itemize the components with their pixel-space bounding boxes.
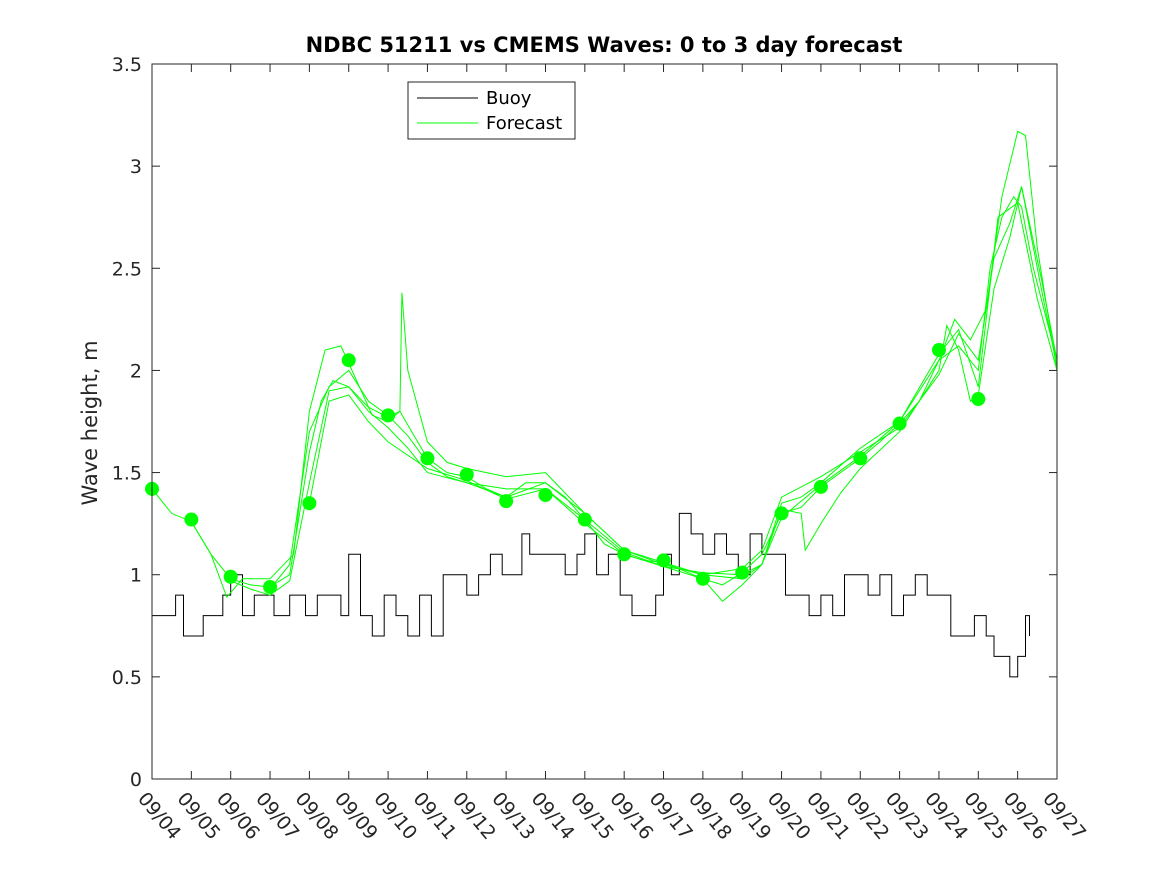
legend-entry-buoy: Buoy <box>486 88 532 109</box>
legend-box <box>407 81 576 140</box>
y-tick-label: 2 <box>130 360 142 382</box>
forecast-point <box>223 569 238 584</box>
forecast-point <box>931 343 946 357</box>
forecast-points-layer <box>145 343 986 594</box>
series-layer <box>151 130 1058 678</box>
forecast-point <box>459 467 474 482</box>
chart-title: NDBC 51211 vs CMEMS Waves: 0 to 3 day fo… <box>306 33 903 57</box>
forecast-point <box>499 494 514 509</box>
y-tick-label: 3.5 <box>112 54 142 76</box>
forecast-point <box>735 565 750 580</box>
forecast-series-line-5 <box>308 202 1058 576</box>
y-tick-label: 1 <box>130 565 142 587</box>
forecast-point <box>577 512 592 527</box>
y-tick-label: 3 <box>130 156 142 178</box>
forecast-point <box>892 416 907 431</box>
forecast-point <box>813 479 828 494</box>
forecast-point <box>381 408 396 423</box>
forecast-point <box>656 553 671 568</box>
forecast-series-line-2 <box>190 130 1058 599</box>
forecast-series-line-3 <box>230 186 1058 602</box>
plot-frame <box>151 63 1058 780</box>
forecast-point <box>538 488 553 503</box>
legend: Buoy Forecast <box>407 81 576 140</box>
buoy-series-line <box>152 512 1030 678</box>
plot-area <box>152 64 1057 779</box>
y-tick-label: 1.5 <box>112 463 142 485</box>
forecast-point <box>971 392 986 407</box>
forecast-point <box>774 506 789 521</box>
forecast-point <box>341 353 356 368</box>
forecast-point <box>695 571 710 586</box>
forecast-point <box>263 579 278 594</box>
forecast-point <box>617 547 632 562</box>
legend-entry-forecast: Forecast <box>486 113 562 134</box>
forecast-series-line-1 <box>151 195 1058 588</box>
y-tick-label: 0.5 <box>112 667 142 689</box>
y-tick-label: 0 <box>130 769 142 791</box>
y-axis-label: Wave height, m <box>78 340 102 505</box>
forecast-point <box>302 496 317 511</box>
forecast-point <box>420 451 435 466</box>
forecast-point <box>184 512 199 527</box>
y-tick-label: 2.5 <box>112 258 142 280</box>
forecast-point <box>853 451 868 466</box>
y-axis: 0 0.5 1 1.5 2 2.5 3 3.5 <box>112 54 1057 791</box>
